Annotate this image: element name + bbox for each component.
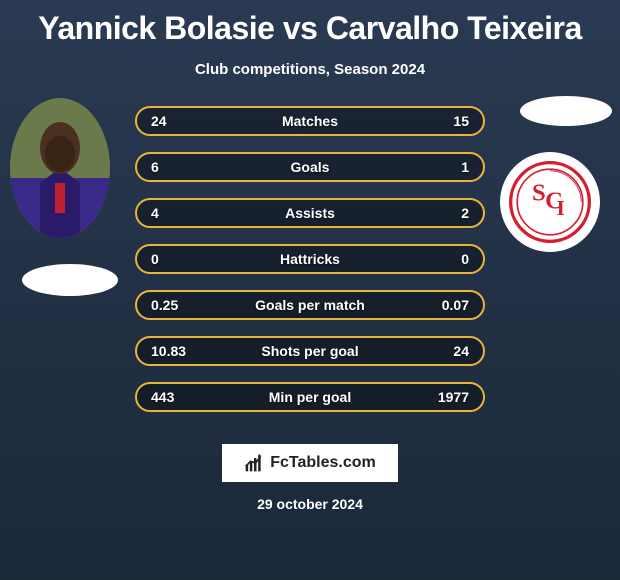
stat-row: 443 Min per goal 1977 <box>135 382 485 412</box>
stat-row: 6 Goals 1 <box>135 152 485 182</box>
stat-left-value: 6 <box>151 159 159 175</box>
stat-right-value: 2 <box>461 205 469 221</box>
stat-label: Hattricks <box>137 251 483 267</box>
player-left-club-badge <box>22 264 118 296</box>
stat-right-value: 24 <box>453 343 469 359</box>
brand-badge[interactable]: FcTables.com <box>222 444 398 482</box>
chart-icon <box>244 453 264 473</box>
stat-label: Min per goal <box>137 389 483 405</box>
page-title: Yannick Bolasie vs Carvalho Teixeira <box>0 0 620 47</box>
stat-label: Assists <box>137 205 483 221</box>
stat-left-value: 24 <box>151 113 167 129</box>
stat-right-value: 0.07 <box>442 297 469 313</box>
date-text: 29 october 2024 <box>0 496 620 512</box>
svg-text:S: S <box>532 179 546 206</box>
stat-left-value: 443 <box>151 389 174 405</box>
stat-row: 0.25 Goals per match 0.07 <box>135 290 485 320</box>
stat-label: Goals <box>137 159 483 175</box>
stat-row: 24 Matches 15 <box>135 106 485 136</box>
brand-text: FcTables.com <box>270 454 376 472</box>
comparison-panel: S C I 24 Matches 15 6 Goals 1 4 Assists … <box>0 106 620 426</box>
stat-row: 0 Hattricks 0 <box>135 244 485 274</box>
stats-list: 24 Matches 15 6 Goals 1 4 Assists 2 0 Ha… <box>135 106 485 428</box>
stat-right-value: 0 <box>461 251 469 267</box>
stat-left-value: 10.83 <box>151 343 186 359</box>
subtitle: Club competitions, Season 2024 <box>0 61 620 78</box>
stat-label: Shots per goal <box>137 343 483 359</box>
stat-right-value: 1977 <box>438 389 469 405</box>
svg-text:I: I <box>557 196 565 220</box>
stat-left-value: 0.25 <box>151 297 178 313</box>
stat-right-value: 1 <box>461 159 469 175</box>
player-left-photo <box>10 98 110 238</box>
player-right-club-badge: S C I <box>500 152 600 252</box>
stat-left-value: 4 <box>151 205 159 221</box>
player-right-photo <box>520 96 612 126</box>
stat-left-value: 0 <box>151 251 159 267</box>
stat-row: 10.83 Shots per goal 24 <box>135 336 485 366</box>
stat-label: Matches <box>137 113 483 129</box>
stat-label: Goals per match <box>137 297 483 313</box>
stat-right-value: 15 <box>453 113 469 129</box>
stat-row: 4 Assists 2 <box>135 198 485 228</box>
